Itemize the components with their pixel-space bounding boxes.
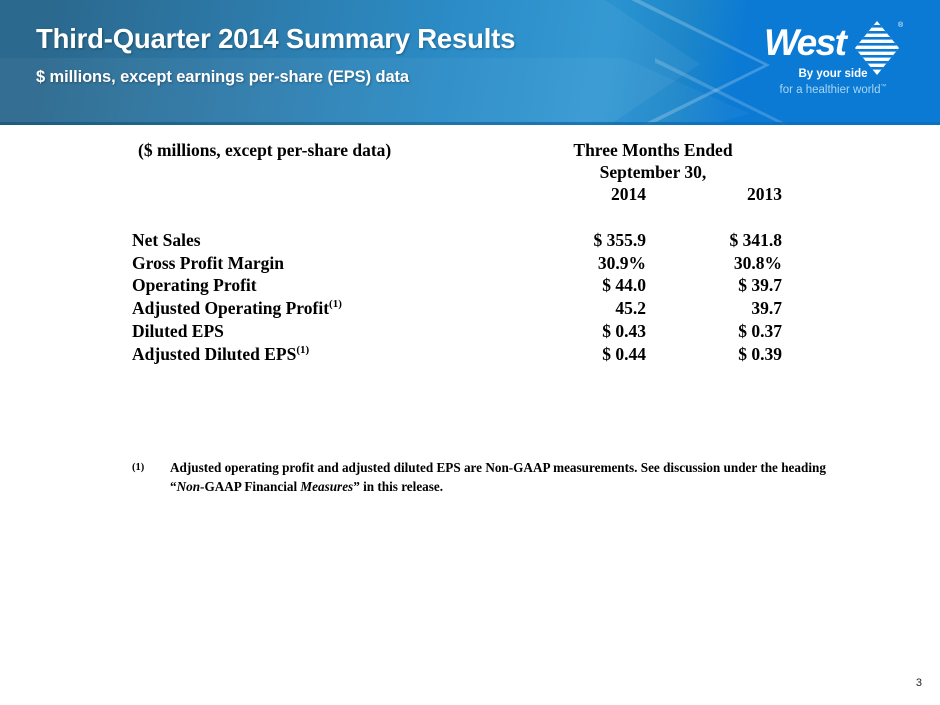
west-logo: West ®	[758, 16, 918, 111]
row-value-2014: 30.9%	[597, 252, 646, 273]
page-title: Third-Quarter 2014 Summary Results	[36, 23, 516, 54]
row-value-2013: $ 0.37	[738, 320, 782, 341]
year-header-spacer	[132, 184, 524, 207]
row-label-text: Diluted EPS	[132, 320, 224, 341]
footnote-body: Adjusted operating profit and adjusted d…	[170, 458, 832, 496]
logo-tagline-line1: By your side	[798, 68, 868, 80]
footnote-ref: (1)	[329, 298, 342, 311]
row-value-2014: $ 0.43	[602, 320, 646, 341]
row-label-gross-profit-margin: Gross Profit Margin	[132, 252, 524, 275]
page-subtitle: $ millions, except earnings per-share (E…	[36, 68, 409, 86]
row-value-2013: $ 39.7	[738, 275, 782, 296]
footnote-italic-non: Non	[176, 479, 201, 495]
table-row: Diluted EPS $ 0.43 $ 0.37	[132, 320, 782, 343]
slide-header-banner: Third-Quarter 2014 Summary Results $ mil…	[0, 0, 940, 125]
banner-wedge-shape	[0, 0, 700, 125]
registered-trademark-mark: ®	[898, 22, 904, 29]
banner-bottom-edge	[0, 122, 940, 125]
group-header-line1: Three Months Ended	[573, 140, 733, 160]
column-header-2014: 2014	[610, 183, 646, 204]
table-row: Adjusted Operating Profit(1) 45.2 39.7	[132, 297, 782, 320]
row-value-2013: $ 0.39	[738, 343, 782, 364]
footnote-part1: Adjusted operating profit and adjusted d…	[170, 460, 826, 495]
financial-summary-table-area: ($ millions, except per-share data) Thre…	[0, 140, 940, 365]
page-number: 3	[915, 677, 922, 689]
row-label-text: Adjusted Diluted EPS	[132, 343, 297, 364]
group-header-line2: September 30,	[599, 161, 707, 182]
row-label-net-sales: Net Sales	[132, 229, 524, 252]
row-value-2014: $ 44.0	[602, 275, 646, 296]
row-label-adjusted-diluted-eps: Adjusted Diluted EPS(1)	[132, 343, 524, 366]
footnote-ref: (1)	[296, 343, 310, 356]
logo-wordmark: West	[764, 22, 847, 63]
table-row: Adjusted Diluted EPS(1) $ 0.44 $ 0.39	[132, 343, 782, 366]
row-label-text: Adjusted Operating Profit	[132, 298, 330, 318]
footnote-part2: -GAAP Financial	[200, 479, 301, 495]
table-row: Gross Profit Margin 30.9% 30.8%	[132, 252, 782, 275]
column-header-2013: 2013	[747, 183, 782, 204]
table-year-header-row: 2014 2013	[132, 184, 782, 207]
row-value-2014: $ 0.44	[602, 343, 646, 364]
table-group-header: Three Months Ended September 30,	[524, 140, 782, 184]
footnote: (1) Adjusted operating profit and adjust…	[132, 458, 832, 496]
footnote-italic-measures: Measures	[300, 479, 354, 495]
financial-summary-table: ($ millions, except per-share data) Thre…	[132, 140, 782, 365]
row-label-text: Operating Profit	[132, 275, 257, 296]
trademark-mark: ™	[880, 84, 887, 91]
row-label-operating-profit: Operating Profit	[132, 274, 524, 297]
table-row: Net Sales $ 355.9 $ 341.8	[132, 229, 782, 252]
footnote-marker: (1)	[132, 462, 145, 473]
table-caption: ($ millions, except per-share data)	[138, 140, 392, 160]
logo-tagline-line2: for a healthier world™	[758, 84, 908, 96]
table-header-row: ($ millions, except per-share data) Thre…	[132, 140, 782, 184]
row-label-diluted-eps: Diluted EPS	[132, 320, 524, 343]
row-value-2013: $ 341.8	[729, 229, 783, 250]
banner-wedge-shape-secondary	[0, 58, 750, 125]
diamond-logo-icon	[855, 21, 899, 75]
row-label-text: Net Sales	[132, 229, 201, 250]
table-spacer-row	[132, 207, 782, 229]
row-label-adjusted-operating-profit: Adjusted Operating Profit(1)	[132, 297, 524, 320]
footnote-part3: ” in this release.	[353, 479, 444, 495]
row-value-2013: 39.7	[751, 298, 782, 318]
row-value-2013: 30.8%	[733, 252, 782, 273]
logo-tagline-line2-text: for a healthier world	[779, 84, 881, 96]
table-row: Operating Profit $ 44.0 $ 39.7	[132, 274, 782, 297]
row-value-2014: 45.2	[615, 298, 646, 318]
row-label-text: Gross Profit Margin	[132, 252, 284, 273]
row-value-2014: $ 355.9	[593, 229, 646, 250]
